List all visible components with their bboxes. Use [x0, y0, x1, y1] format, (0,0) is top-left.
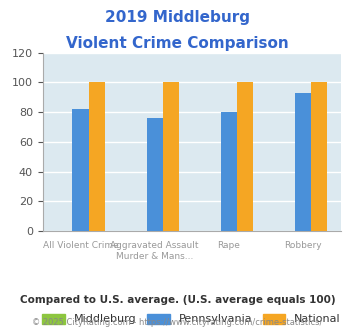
Text: Murder & Mans...: Murder & Mans...	[116, 252, 193, 261]
Text: Aggravated Assault: Aggravated Assault	[110, 241, 199, 250]
Bar	[311, 82, 327, 231]
Bar	[89, 82, 105, 231]
Text: Violent Crime Comparison: Violent Crime Comparison	[66, 36, 289, 51]
Bar	[72, 109, 89, 231]
Text: Rape: Rape	[217, 241, 240, 250]
Text: All Violent Crime: All Violent Crime	[43, 241, 119, 250]
Bar	[237, 82, 253, 231]
Text: 2019 Middleburg: 2019 Middleburg	[105, 10, 250, 25]
Bar	[147, 118, 163, 231]
Text: © 2025 CityRating.com - https://www.cityrating.com/crime-statistics/: © 2025 CityRating.com - https://www.city…	[32, 318, 323, 327]
Bar	[163, 82, 179, 231]
Legend: Middleburg, Pennsylvania, National: Middleburg, Pennsylvania, National	[38, 309, 345, 329]
Bar	[295, 93, 311, 231]
Text: Robbery: Robbery	[284, 241, 322, 250]
Bar	[220, 112, 237, 231]
Text: Compared to U.S. average. (U.S. average equals 100): Compared to U.S. average. (U.S. average …	[20, 295, 335, 305]
